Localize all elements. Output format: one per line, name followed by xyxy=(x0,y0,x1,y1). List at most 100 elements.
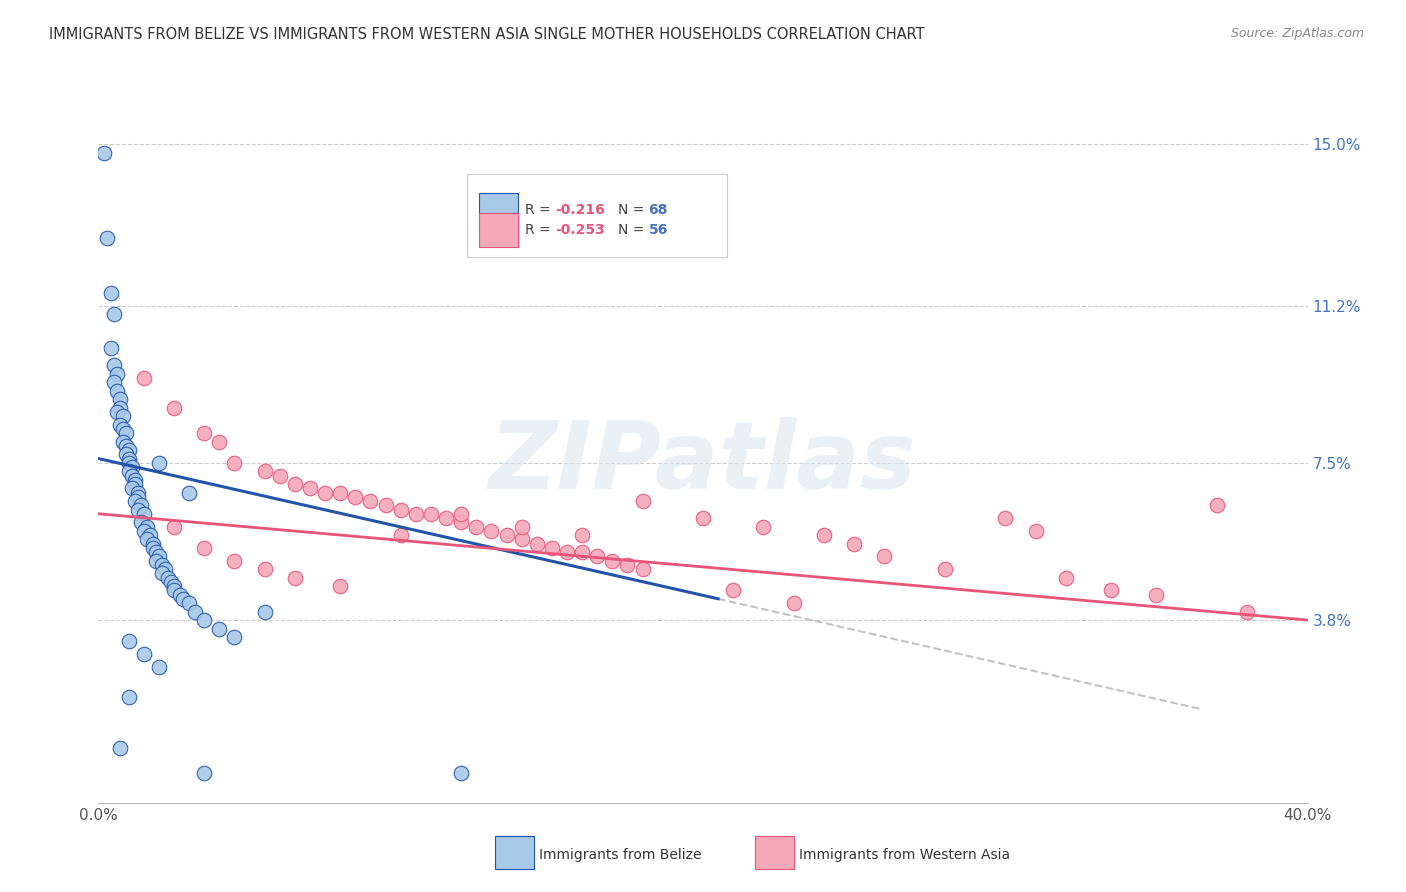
Point xyxy=(163,579,186,593)
Point xyxy=(450,516,472,530)
Point xyxy=(160,574,183,589)
Point xyxy=(1099,583,1122,598)
Point xyxy=(374,498,396,512)
Point xyxy=(783,596,806,610)
Point xyxy=(844,536,866,550)
Point xyxy=(253,605,276,619)
Point xyxy=(105,384,128,398)
Point xyxy=(284,477,307,491)
Point xyxy=(118,456,141,470)
Point xyxy=(108,740,131,755)
Point xyxy=(114,425,136,440)
Point xyxy=(193,613,215,627)
Point xyxy=(111,422,134,436)
Text: N =: N = xyxy=(619,223,650,237)
Point xyxy=(121,460,143,475)
Point xyxy=(163,583,186,598)
Point xyxy=(145,553,167,567)
Point xyxy=(105,367,128,381)
Point xyxy=(224,630,246,644)
Point xyxy=(602,553,624,567)
FancyBboxPatch shape xyxy=(495,836,534,870)
Point xyxy=(510,519,533,533)
Point xyxy=(118,464,141,478)
Point xyxy=(555,545,578,559)
Point xyxy=(299,481,322,495)
Point xyxy=(121,468,143,483)
Point xyxy=(1236,605,1258,619)
Point xyxy=(135,519,157,533)
Point xyxy=(1206,498,1229,512)
Point xyxy=(132,647,155,661)
Point xyxy=(153,562,176,576)
Point xyxy=(100,341,122,355)
Point xyxy=(135,533,157,547)
Point xyxy=(193,541,215,555)
Point xyxy=(150,558,173,572)
Point xyxy=(132,507,155,521)
Point xyxy=(495,528,517,542)
Point xyxy=(389,528,412,542)
Text: 56: 56 xyxy=(648,223,668,237)
Point xyxy=(1024,524,1046,538)
Point xyxy=(481,524,503,538)
Point xyxy=(692,511,714,525)
Point xyxy=(631,562,654,576)
Point xyxy=(586,549,609,564)
Point xyxy=(103,307,125,321)
FancyBboxPatch shape xyxy=(479,193,517,227)
Point xyxy=(224,553,246,567)
FancyBboxPatch shape xyxy=(479,213,517,246)
Point xyxy=(118,451,141,466)
Point xyxy=(571,528,593,542)
Point xyxy=(631,494,654,508)
Point xyxy=(148,456,170,470)
FancyBboxPatch shape xyxy=(755,836,794,870)
Point xyxy=(124,477,146,491)
Point xyxy=(148,660,170,674)
Point xyxy=(132,524,155,538)
Point xyxy=(105,405,128,419)
Point xyxy=(163,519,186,533)
Text: N =: N = xyxy=(619,202,650,217)
Point xyxy=(142,541,165,555)
Point xyxy=(934,562,956,576)
Point xyxy=(169,588,191,602)
Point xyxy=(127,502,149,516)
Text: Source: ZipAtlas.com: Source: ZipAtlas.com xyxy=(1230,27,1364,40)
Point xyxy=(465,519,488,533)
Point xyxy=(111,434,134,449)
Point xyxy=(179,596,201,610)
Point xyxy=(121,481,143,495)
Point xyxy=(193,766,215,780)
Point xyxy=(114,447,136,461)
Point xyxy=(873,549,896,564)
Point xyxy=(571,545,593,559)
Text: IMMIGRANTS FROM BELIZE VS IMMIGRANTS FROM WESTERN ASIA SINGLE MOTHER HOUSEHOLDS : IMMIGRANTS FROM BELIZE VS IMMIGRANTS FRO… xyxy=(49,27,925,42)
Point xyxy=(103,375,125,389)
Point xyxy=(540,541,562,555)
Point xyxy=(253,464,276,478)
Point xyxy=(616,558,638,572)
Point xyxy=(172,591,194,606)
Point xyxy=(103,358,125,372)
Point xyxy=(344,490,367,504)
Text: -0.253: -0.253 xyxy=(555,223,605,237)
Point xyxy=(111,409,134,423)
Point xyxy=(1144,588,1167,602)
Text: Immigrants from Western Asia: Immigrants from Western Asia xyxy=(799,847,1010,862)
Point xyxy=(329,579,352,593)
Point xyxy=(405,507,427,521)
Point xyxy=(224,456,246,470)
Point xyxy=(124,494,146,508)
Point xyxy=(179,485,201,500)
Point xyxy=(156,570,179,584)
Point xyxy=(108,401,131,415)
Point xyxy=(752,519,775,533)
Point xyxy=(118,634,141,648)
Point xyxy=(118,690,141,704)
Point xyxy=(193,425,215,440)
Point xyxy=(420,507,443,521)
Text: 68: 68 xyxy=(648,202,668,217)
Point xyxy=(118,443,141,458)
